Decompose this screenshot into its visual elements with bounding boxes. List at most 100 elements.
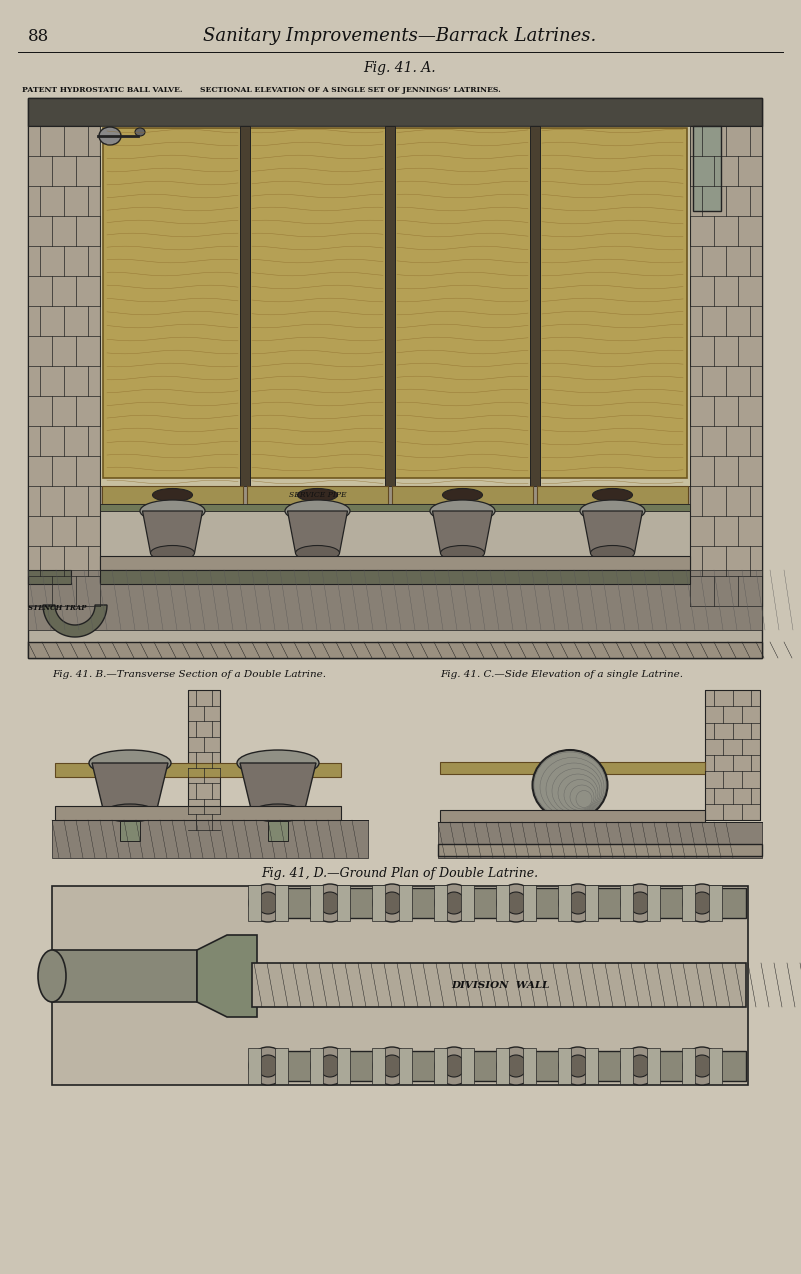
Ellipse shape [567,892,589,913]
Ellipse shape [629,892,651,913]
Ellipse shape [140,499,205,522]
Bar [682,885,695,921]
Bar [523,1049,536,1084]
Bar [28,98,762,126]
Bar [248,127,387,478]
Bar [268,820,288,841]
Text: PATENT HYDROSTATIC BALL VALVE.: PATENT HYDROSTATIC BALL VALVE. [22,87,183,94]
Ellipse shape [435,1047,473,1085]
Ellipse shape [691,1055,713,1077]
Ellipse shape [593,488,633,502]
Ellipse shape [683,884,721,922]
Bar [310,1049,323,1084]
Bar [28,642,762,657]
Bar [28,126,100,606]
Bar [247,485,388,505]
Bar [28,569,762,631]
Bar [248,1049,261,1084]
Bar [461,1049,474,1084]
Ellipse shape [296,545,340,561]
Bar [558,885,571,921]
Bar [438,843,762,856]
Bar [240,126,250,485]
Bar [337,885,350,921]
Bar [55,763,341,777]
Bar [337,1049,350,1084]
Ellipse shape [430,499,495,522]
Text: SERVICE PIPE: SERVICE PIPE [288,490,346,499]
Bar [538,127,687,478]
Ellipse shape [567,1055,589,1077]
Bar [523,885,536,921]
Bar [434,1049,447,1084]
Bar [461,885,474,921]
Bar [100,126,690,485]
Bar [120,820,140,841]
Bar [647,1049,660,1084]
Ellipse shape [497,1047,535,1085]
Bar [275,885,288,921]
Text: Fig. 41. C.—Side Elevation of a single Latrine.: Fig. 41. C.—Side Elevation of a single L… [440,670,683,679]
Bar [100,569,690,583]
Ellipse shape [285,499,350,522]
Bar [690,126,762,606]
Ellipse shape [89,750,171,776]
Ellipse shape [249,1047,287,1085]
Ellipse shape [252,804,304,822]
Bar [558,1049,571,1084]
Bar [434,885,447,921]
Polygon shape [433,511,493,553]
Bar [620,1049,633,1084]
Text: Fig. 41, D.—Ground Plan of Double Latrine.: Fig. 41, D.—Ground Plan of Double Latrin… [261,868,538,880]
Ellipse shape [505,892,527,913]
Polygon shape [240,763,316,813]
Bar [188,691,220,829]
Text: Sanitary Improvements—Barrack Latrines.: Sanitary Improvements—Barrack Latrines. [203,27,597,45]
Ellipse shape [621,884,659,922]
Ellipse shape [621,1047,659,1085]
Polygon shape [582,511,642,553]
Bar [52,950,197,1001]
Ellipse shape [151,545,195,561]
Ellipse shape [435,884,473,922]
Bar [252,1051,746,1082]
Ellipse shape [629,1055,651,1077]
Bar [100,505,690,511]
Bar [393,127,532,478]
Ellipse shape [38,950,66,1001]
Ellipse shape [443,1055,465,1077]
Ellipse shape [691,892,713,913]
Bar [709,1049,722,1084]
Bar [585,1049,598,1084]
Bar [28,569,71,583]
Bar [454,558,470,580]
Ellipse shape [319,1055,341,1077]
Bar [252,963,746,1006]
Bar [55,806,341,820]
Bar [252,888,746,919]
Ellipse shape [319,892,341,913]
Bar [103,127,242,478]
Bar [392,485,533,505]
Text: Fig. 41. A.: Fig. 41. A. [364,61,437,75]
Ellipse shape [104,804,156,822]
Polygon shape [197,935,257,1017]
Bar [438,822,762,857]
Polygon shape [92,763,168,813]
Ellipse shape [442,488,482,502]
Ellipse shape [533,750,607,820]
Bar [605,558,621,580]
Ellipse shape [311,1047,349,1085]
Bar [537,485,688,505]
Bar [705,691,760,820]
Ellipse shape [249,884,287,922]
Bar [100,485,690,508]
Ellipse shape [559,1047,597,1085]
Ellipse shape [297,488,337,502]
Bar [693,126,721,211]
Ellipse shape [257,892,279,913]
Ellipse shape [580,499,645,522]
Polygon shape [143,511,203,553]
Text: DIVISION  WALL: DIVISION WALL [451,981,549,990]
Bar [399,1049,412,1084]
